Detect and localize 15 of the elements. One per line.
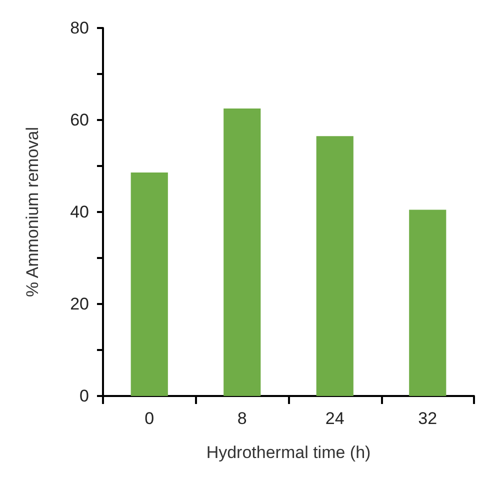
- bar: [409, 210, 446, 396]
- y-axis-title: % Ammonium removal: [23, 126, 42, 298]
- x-tick-label: 0: [144, 409, 154, 428]
- x-tick-label: 8: [237, 409, 247, 428]
- bar: [224, 108, 261, 396]
- y-tick-label: 40: [70, 202, 89, 222]
- bar: [130, 172, 168, 396]
- x-tick-label: 32: [418, 409, 438, 428]
- y-tick-label: 0: [80, 386, 89, 406]
- x-tick-label: 24: [325, 409, 344, 428]
- x-axis-title: Hydrothermal time (h): [206, 443, 371, 462]
- bar: [316, 136, 354, 396]
- y-tick-label: 80: [70, 18, 89, 38]
- y-tick-label: 20: [70, 294, 89, 314]
- y-tick-label: 60: [70, 110, 89, 130]
